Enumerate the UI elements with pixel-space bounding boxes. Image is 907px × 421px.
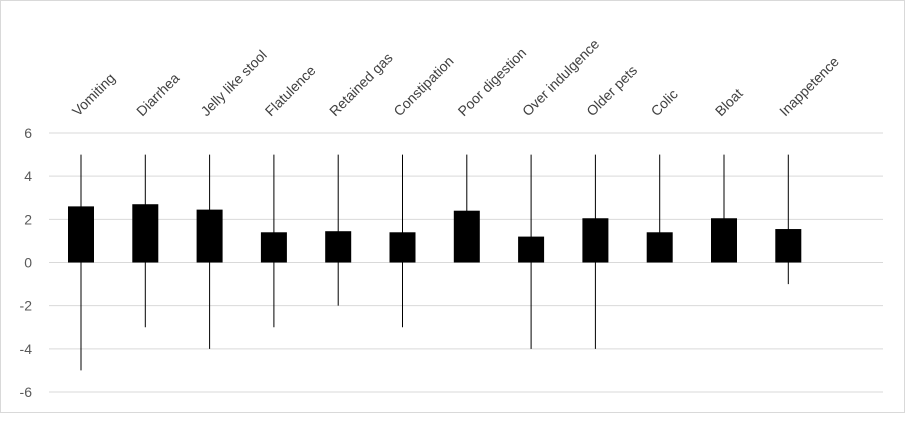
bar [582,218,609,263]
y-tick-label: -2 [20,298,33,314]
category-label: Bloat [712,85,746,119]
chart-area: 6 4 2 0 -2 -4 -6 Vomiting Diarrhea Jelly like sto… [0,0,905,413]
category-label: Vomiting [69,70,118,119]
bar-chart: 6 4 2 0 -2 -4 -6 Vomiting Diarrhea Jelly like sto… [20,36,883,400]
category-label: Colic [648,86,681,119]
y-tick-label: -4 [20,341,33,357]
category-label: Constipation [390,53,456,119]
y-tick-label: -6 [20,384,33,400]
y-tick-label: 0 [24,255,32,271]
bar [775,229,802,263]
bar [260,232,287,263]
bar [68,206,94,263]
y-tick-label: 2 [24,211,32,227]
bar [132,204,159,263]
bar [518,236,545,263]
bar [453,210,480,263]
bar [646,232,673,263]
category-label: Flatulence [262,62,319,119]
bar [325,231,352,263]
category-label: Older pets [583,62,640,119]
bar [711,218,737,263]
category-label: Retained gas [326,49,396,119]
y-tick-label: 4 [24,168,32,184]
y-tick-label: 6 [24,125,32,141]
category-label: Diarrhea [133,70,182,119]
bar [389,232,416,263]
category-label: Jelly like stool [197,47,269,119]
category-label: Inappetence [776,53,842,119]
bar [196,209,223,263]
